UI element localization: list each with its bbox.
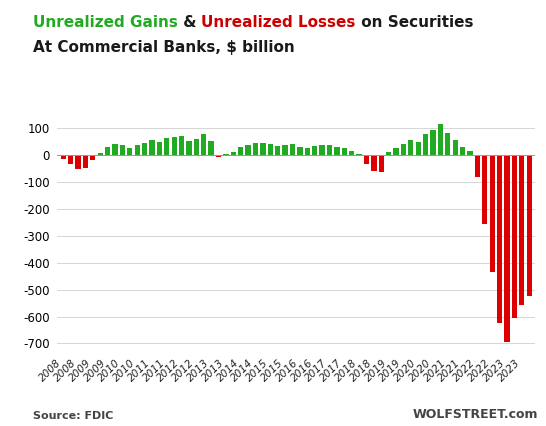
Bar [526,155,532,296]
Bar [497,155,502,323]
Bar [253,143,258,155]
Bar [142,143,147,155]
Bar [453,140,458,155]
Text: on Securities: on Securities [356,15,473,30]
Bar [505,155,509,342]
Text: Unrealized Gains: Unrealized Gains [33,15,177,30]
Bar [201,134,206,155]
Bar [209,141,214,155]
Bar [68,155,73,164]
Text: At Commercial Banks, $ billion: At Commercial Banks, $ billion [33,40,294,55]
Bar [275,146,281,155]
Bar [238,147,244,155]
Bar [149,140,155,155]
Bar [216,155,221,157]
Bar [98,153,103,155]
Bar [438,124,443,155]
Bar [120,145,125,155]
Bar [157,142,162,155]
Text: WOLFSTREET.com: WOLFSTREET.com [412,408,538,421]
Bar [105,147,110,155]
Bar [334,147,340,155]
Bar [268,144,273,155]
Bar [127,148,133,155]
Bar [312,146,317,155]
Bar [416,142,421,155]
Bar [474,155,480,177]
Bar [490,155,495,272]
Text: Source: FDIC: Source: FDIC [33,411,113,421]
Bar [423,134,428,155]
Bar [408,140,413,155]
Bar [282,145,288,155]
Bar [305,148,310,155]
Bar [61,155,66,159]
Bar [297,147,302,155]
Bar [378,155,384,172]
Bar [319,144,325,155]
Bar [430,130,436,155]
Bar [357,154,362,155]
Bar [75,155,81,169]
Bar [327,145,332,155]
Bar [194,139,199,155]
Bar [164,138,169,155]
Bar [342,148,347,155]
Bar [186,141,192,155]
Bar [171,136,177,155]
Bar [179,136,184,155]
Text: Unrealized Losses: Unrealized Losses [201,15,356,30]
Bar [260,144,265,155]
Bar [401,144,406,155]
Bar [393,148,399,155]
Bar [482,155,488,224]
Bar [90,155,96,160]
Bar [460,147,465,155]
Bar [364,155,369,164]
Bar [246,144,251,155]
Bar [349,151,354,155]
Bar [371,155,377,171]
Bar [83,155,88,168]
Bar [112,144,118,155]
Bar [134,145,140,155]
Bar [386,152,391,155]
Bar [467,151,473,155]
Bar [223,154,229,155]
Bar [519,155,524,305]
Text: &: & [177,15,201,30]
Bar [230,152,236,155]
Bar [445,133,450,155]
Bar [290,144,295,155]
Bar [512,155,517,318]
